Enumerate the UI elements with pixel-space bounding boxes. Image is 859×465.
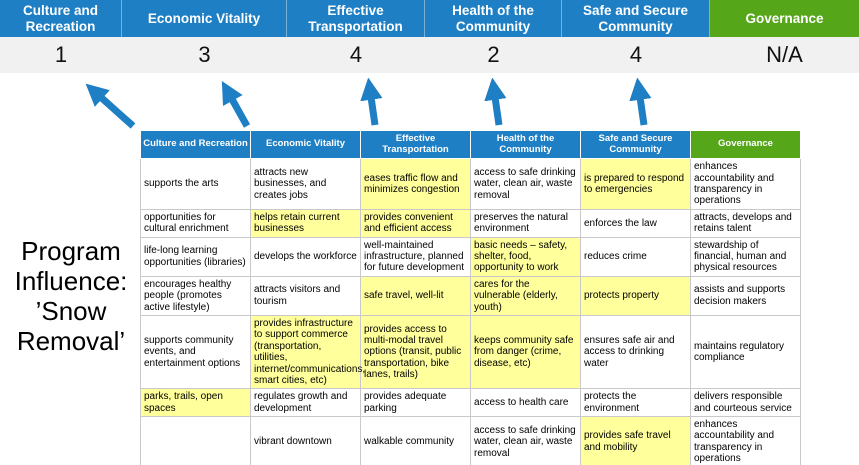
table-cell: protects the environment (580, 388, 691, 418)
up-arrow-icon (629, 78, 652, 126)
table-cell: access to safe drinking water, clean air… (470, 158, 581, 210)
pillar-header-safe-secure-community: Safe and Secure Community (562, 0, 710, 37)
table-cell: attracts, develops and retains talent (690, 208, 801, 238)
table-row: parks, trails, open spaces regulates grow… (140, 388, 801, 418)
table-header-health-community: Health of the Community (470, 129, 581, 160)
pillar-header-culture-recreation: Culture and Recreation (0, 0, 122, 37)
table-cell: access to health care (470, 388, 581, 418)
table-cell: provides access to multi-modal travel op… (360, 314, 471, 390)
table-cell: enforces the law (580, 208, 691, 238)
up-arrow-icon (484, 78, 507, 126)
table-header-effective-transportation: Effective Transportation (360, 129, 471, 160)
table-cell: attracts visitors and tourism (250, 275, 361, 316)
table-cell: basic needs – safety, shelter, food, opp… (470, 236, 581, 277)
up-arrow-icon (221, 81, 251, 128)
table-cell: opportunities for cultural enrichment (140, 208, 251, 238)
table-header-row: Culture and Recreation Economic Vitality… (140, 129, 801, 160)
table-cell: walkable community (360, 416, 471, 465)
table-cell: provides adequate parking (360, 388, 471, 418)
table-cell: attracts new businesses, and creates job… (250, 158, 361, 210)
table-row: life-long learning opportunities (librar… (140, 236, 801, 277)
table-row: supports the arts attracts new businesses… (140, 158, 801, 210)
table-cell: stewardship of financial, human and phys… (690, 236, 801, 277)
table-cell: cares for the vulnerable (elderly, youth… (470, 275, 581, 316)
up-arrow-icon (360, 78, 383, 126)
table-cell: encourages healthy people (promotes acti… (140, 275, 251, 316)
score-health-community: 2 (487, 42, 500, 67)
pillar-header-health-community: Health of the Community (425, 0, 562, 37)
table-row: supports community events, and entertain… (140, 314, 801, 390)
table-header-economic-vitality: Economic Vitality (250, 129, 361, 160)
table-row: encourages healthy people (promotes acti… (140, 275, 801, 316)
program-title: Program Influence: ’Snow Removal’ (14, 236, 128, 357)
table-cell: life-long learning opportunities (librar… (140, 236, 251, 277)
table-cell: enhances accountability and transparency… (690, 416, 801, 465)
table-cell: regulates growth and development (250, 388, 361, 418)
pillar-header-effective-transportation: Effective Transportation (287, 0, 425, 37)
table-cell: develops the workforce (250, 236, 361, 277)
table-cell: provides convenient and efficient access (360, 208, 471, 238)
influence-table-wrapper: Culture and Recreation Economic Vitality… (140, 129, 801, 465)
table-cell: vibrant downtown (250, 416, 361, 465)
table-header-culture-recreation: Culture and Recreation (140, 129, 251, 160)
table-cell: provides safe travel and mobility (580, 416, 691, 465)
table-cell: supports community events, and entertain… (140, 314, 251, 390)
table-row: vibrant downtown walkable community access… (140, 416, 801, 465)
table-cell: access to safe drinking water, clean air… (470, 416, 581, 465)
table-cell: parks, trails, open spaces (140, 388, 251, 418)
table-cell: well-maintained infrastructure, planned … (360, 236, 471, 277)
score-governance: N/A (766, 42, 803, 67)
score-safe-secure-community: 4 (629, 42, 643, 67)
score-arrows (85, 78, 652, 129)
up-arrow-icon (85, 83, 136, 129)
table-cell: assists and supports decision makers (690, 275, 801, 316)
table-cell: maintains regulatory compliance (690, 314, 801, 390)
score-row: 1 3 4 2 4 N/A (0, 37, 859, 73)
influence-table: Culture and Recreation Economic Vitality… (140, 129, 801, 465)
score-effective-transportation: 4 (349, 42, 363, 67)
table-cell (140, 416, 251, 465)
table-cell: provides infrastructure to support comme… (250, 314, 365, 390)
pillar-header-governance: Governance (710, 0, 859, 37)
pillar-header-row: Culture and Recreation Economic Vitality… (0, 0, 859, 37)
table-cell: reduces crime (580, 236, 691, 277)
table-cell: ensures safe air and access to drinking … (580, 314, 691, 390)
table-cell: supports the arts (140, 158, 251, 210)
table-row: opportunities for cultural enrichment hel… (140, 208, 801, 238)
table-cell: safe travel, well-lit (360, 275, 471, 316)
table-cell: delivers responsible and courteous servi… (690, 388, 801, 418)
table-cell: is prepared to respond to emergencies (580, 158, 691, 210)
table-cell: protects property (580, 275, 691, 316)
table-cell: eases traffic flow and minimizes congest… (360, 158, 471, 210)
table-cell: helps retain current businesses (250, 208, 361, 238)
score-economic-vitality: 3 (198, 42, 211, 67)
score-culture-recreation: 1 (54, 42, 68, 67)
table-header-safe-secure-community: Safe and Secure Community (580, 129, 691, 160)
table-cell: keeps community safe from danger (crime,… (470, 314, 581, 390)
table-cell: enhances accountability and transparency… (690, 158, 801, 210)
table-cell: preserves the natural environment (470, 208, 581, 238)
table-header-governance: Governance (690, 129, 801, 160)
pillar-header-economic-vitality: Economic Vitality (122, 0, 287, 37)
